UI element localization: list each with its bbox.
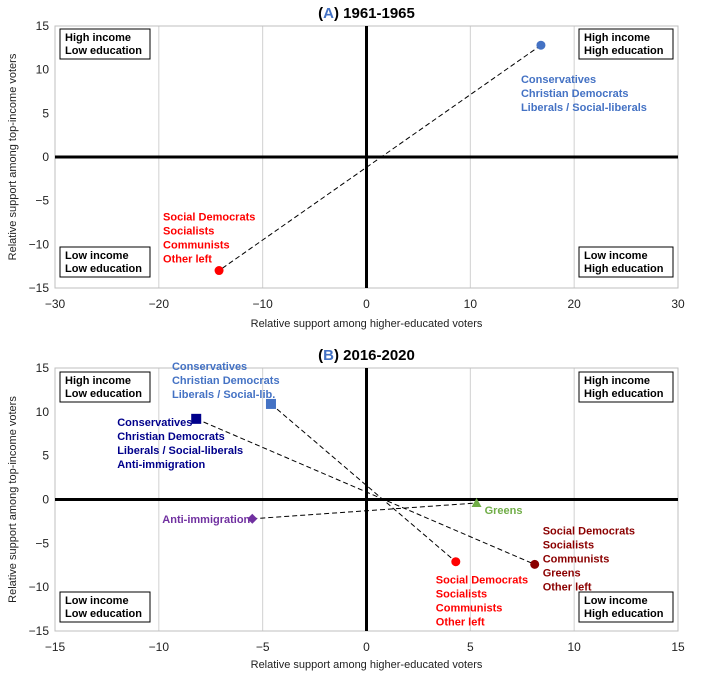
data-label: Socialists <box>436 589 487 601</box>
x-tick-label: 30 <box>671 297 685 311</box>
x-tick-label: −10 <box>149 640 170 654</box>
data-label: Social Democrats <box>543 525 635 537</box>
y-tick-label: 0 <box>42 150 49 164</box>
quadrant-box-bottom-right <box>578 591 674 623</box>
point-right <box>536 40 546 50</box>
chart-title: (A) 1961-1965 <box>318 5 415 22</box>
quadrant-label: High income <box>584 32 650 44</box>
quadrant-label: High education <box>584 45 664 57</box>
y-tick-label: 5 <box>42 106 49 120</box>
y-tick-label: 10 <box>36 405 50 419</box>
connector-line <box>270 403 457 563</box>
data-label: Christian Democrats <box>521 88 629 100</box>
quadrant-box-bottom-left <box>59 246 151 278</box>
x-tick-label: −15 <box>45 640 66 654</box>
point-right-lib <box>265 398 276 409</box>
panel-A: (A) 1961-1965 −30 −20 −10 0 10 20 30 −15 −10 −5 0 5 1… <box>7 5 685 330</box>
x-tick-label: −30 <box>45 297 66 311</box>
quadrant-label: Low income <box>584 595 648 607</box>
quadrant-box-top-left <box>59 371 151 403</box>
data-label: Other left <box>436 617 485 629</box>
connector-line <box>196 418 535 565</box>
x-axis-label: Relative support among higher-educated v… <box>251 659 483 671</box>
data-label: Liberals / Social-lib. <box>172 389 275 401</box>
quadrant-label: High education <box>584 388 664 400</box>
data-label: Social Democrats <box>163 212 255 224</box>
y-tick-label: 0 <box>42 493 49 507</box>
y-tick-label: −15 <box>29 624 50 638</box>
connector-line <box>252 502 477 520</box>
quadrant-label: Low education <box>65 388 142 400</box>
y-tick-label: 5 <box>42 449 49 463</box>
data-label: Christian Democrats <box>172 375 280 387</box>
quadrant-label: Low income <box>584 250 648 262</box>
data-label: Communists <box>436 603 503 615</box>
y-tick-label: −15 <box>29 281 50 295</box>
data-label: Conservatives <box>172 361 247 373</box>
data-label: Social Democrats <box>436 575 528 587</box>
quadrant-label: Low income <box>65 595 129 607</box>
x-tick-label: 10 <box>464 297 478 311</box>
quadrant-label: High education <box>584 263 664 275</box>
x-tick-label: 20 <box>567 297 581 311</box>
data-label: Communists <box>163 240 230 252</box>
y-axis-label: Relative support among top-income voters <box>7 53 19 260</box>
point-anti-imm <box>247 513 258 524</box>
panel-B: (B) 2016-2020 −15 −10 −5 0 5 10 15 −15 −10 −5 0 5 10 1… <box>7 347 685 671</box>
data-label: Communists <box>543 553 610 565</box>
point-left-dark <box>530 559 540 569</box>
data-label: Greens <box>543 567 581 579</box>
x-tick-label: 15 <box>671 640 685 654</box>
quadrant-box-top-right <box>578 371 674 403</box>
data-label: Christian Democrats <box>117 431 225 443</box>
point-left <box>214 266 224 276</box>
quadrant-label: High income <box>65 32 131 44</box>
chart-title: (B) 2016-2020 <box>318 347 415 364</box>
point-greens <box>471 498 482 508</box>
y-axis-label: Relative support among top-income voters <box>7 396 19 603</box>
connector-line <box>218 44 542 271</box>
y-tick-label: −5 <box>35 194 49 208</box>
quadrant-label: Low education <box>65 45 142 57</box>
x-tick-label: 10 <box>567 640 581 654</box>
data-label: Conservatives <box>117 417 192 429</box>
quadrant-label: Low income <box>65 250 129 262</box>
data-label: Conservatives <box>521 74 596 86</box>
y-tick-label: −10 <box>29 237 50 251</box>
data-label: Socialists <box>543 539 594 551</box>
x-tick-label: 0 <box>363 297 370 311</box>
quadrant-label: High income <box>65 375 131 387</box>
data-label: Anti-immigration <box>117 459 205 471</box>
y-tick-label: 15 <box>36 19 50 33</box>
y-tick-label: 10 <box>36 63 50 77</box>
quadrant-box-bottom-left <box>59 591 151 623</box>
x-tick-label: 5 <box>467 640 474 654</box>
quadrant-label: High income <box>584 375 650 387</box>
quadrant-label: Low education <box>65 263 142 275</box>
quadrant-box-top-left <box>59 28 151 60</box>
data-label: Liberals / Social-liberals <box>521 102 647 114</box>
quadrant-box-bottom-right <box>578 246 674 278</box>
data-label: Other left <box>163 254 212 266</box>
x-axis-label: Relative support among higher-educated v… <box>251 318 483 330</box>
quadrant-box-top-right <box>578 28 674 60</box>
x-tick-label: −10 <box>252 297 273 311</box>
quadrant-label: Low education <box>65 608 142 620</box>
data-label: Socialists <box>163 226 214 238</box>
x-tick-label: −20 <box>149 297 170 311</box>
data-label: Anti-immigration <box>162 514 250 526</box>
x-tick-label: −5 <box>256 640 270 654</box>
data-label: Liberals / Social-liberals <box>117 445 243 457</box>
y-tick-label: −10 <box>29 580 50 594</box>
x-tick-label: 0 <box>363 640 370 654</box>
point-left-red <box>451 557 461 567</box>
quadrant-label: High education <box>584 608 664 620</box>
point-right-anti <box>191 413 202 424</box>
data-label: Greens <box>485 505 523 517</box>
data-label: Other left <box>543 581 592 593</box>
y-tick-label: 15 <box>36 361 50 375</box>
y-tick-label: −5 <box>35 536 49 550</box>
